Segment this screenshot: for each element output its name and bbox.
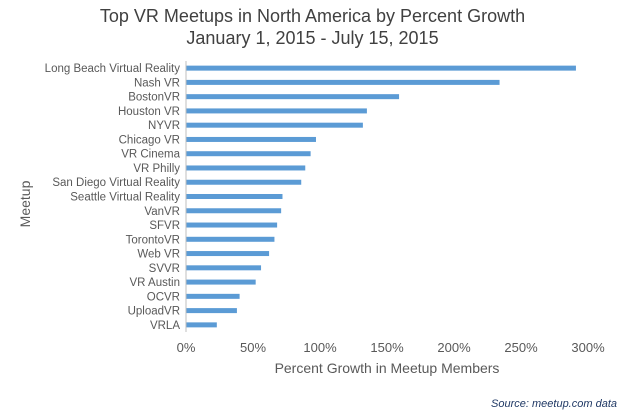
y-axis-label: Meetup: [17, 180, 33, 227]
bar: [186, 265, 262, 271]
y-tick-label: VR Cinema: [121, 149, 180, 161]
bars-group: [186, 65, 576, 328]
source-note: Source: meetup.com data: [491, 398, 617, 410]
y-tick-label: VR Philly: [133, 163, 180, 175]
y-tick-label: Long Beach Virtual Reality: [45, 63, 181, 75]
bar: [186, 322, 217, 328]
bar: [186, 279, 256, 285]
y-tick-label: VRLA: [150, 320, 180, 332]
bar: [186, 308, 237, 314]
bar: [186, 108, 367, 114]
x-tick-label: 300%: [571, 340, 605, 355]
bar: [186, 122, 363, 128]
bar: [186, 222, 278, 228]
x-tick-labels: 0% 50% 100% 150% 200% 250% 300%: [177, 340, 605, 355]
bar: [186, 165, 306, 171]
x-tick-label: 0%: [177, 340, 196, 355]
chart-subtitle: January 1, 2015 - July 15, 2015: [186, 28, 439, 48]
bar: [186, 65, 576, 71]
bar: [186, 208, 282, 214]
y-tick-label: BostonVR: [128, 92, 180, 104]
y-tick-label: San Diego Virtual Reality: [52, 177, 180, 189]
y-tick-labels: Long Beach Virtual Reality Nash VR BostonV…: [45, 63, 181, 332]
bar: [186, 251, 270, 257]
x-tick-label: 200%: [437, 340, 471, 355]
chart-title: Top VR Meetups in North America by Perce…: [99, 6, 526, 26]
y-tick-label: Nash VR: [134, 77, 180, 89]
y-tick-label: SFVR: [149, 220, 180, 232]
bar: [186, 293, 240, 299]
y-tick-label: Seattle Virtual Reality: [70, 192, 180, 204]
y-tick-label: Web VR: [137, 249, 180, 261]
bar: [186, 136, 316, 142]
bar: [186, 79, 500, 85]
x-tick-label: 100%: [303, 340, 337, 355]
y-tick-label: UploadVR: [128, 306, 180, 318]
bar: [186, 194, 283, 199]
bar: [186, 151, 311, 157]
y-tick-label: SVVR: [149, 263, 180, 275]
x-tick-label: 50%: [240, 340, 266, 355]
x-tick-label: 150%: [370, 340, 404, 355]
y-tick-label: NYVR: [148, 120, 180, 132]
y-tick-label: VR Austin: [130, 277, 181, 289]
x-tick-label: 250%: [504, 340, 538, 355]
x-axis-label: Percent Growth in Meetup Members: [275, 360, 500, 376]
y-tick-label: Houston VR: [118, 106, 180, 118]
bar: [186, 179, 302, 185]
bar: [186, 94, 400, 100]
y-tick-label: Chicago VR: [119, 134, 180, 146]
y-tick-label: VanVR: [144, 206, 180, 218]
bar: [186, 236, 275, 242]
y-tick-label: OCVR: [147, 291, 180, 303]
y-tick-label: TorontoVR: [126, 234, 180, 246]
